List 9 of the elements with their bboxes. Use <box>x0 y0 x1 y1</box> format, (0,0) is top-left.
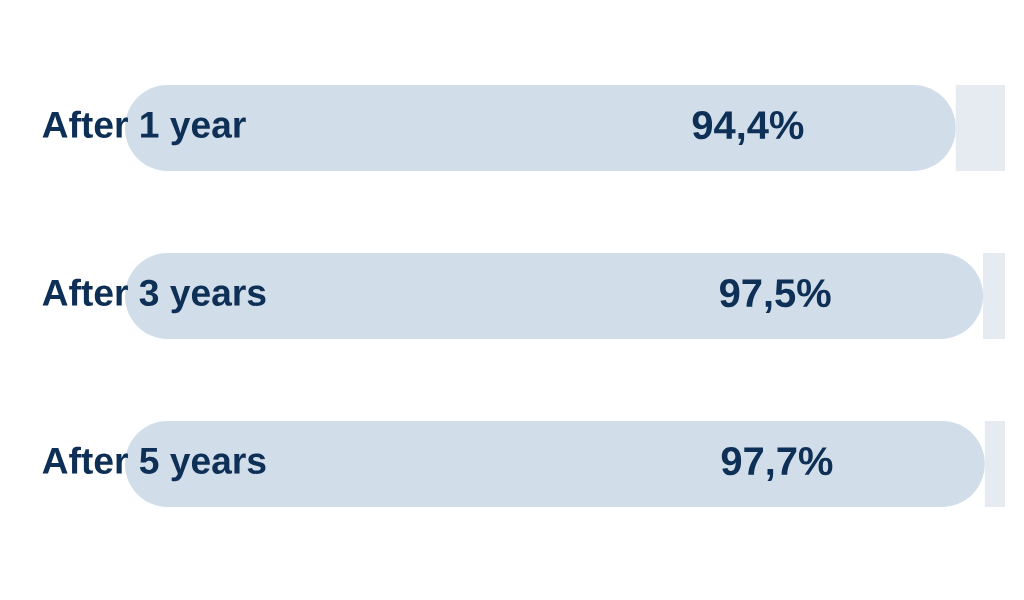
data-label: 97,7% <box>721 447 833 481</box>
y-tick-label: After 3 years <box>42 278 266 314</box>
data-label: 97,5% <box>720 279 831 313</box>
bar <box>955 85 1006 171</box>
bar <box>984 421 1006 508</box>
bar <box>983 253 1006 340</box>
data-label: 94,4% <box>692 111 804 145</box>
y-tick-label: After 5 years <box>42 446 266 482</box>
y-tick-label: After 1 year <box>42 110 246 146</box>
